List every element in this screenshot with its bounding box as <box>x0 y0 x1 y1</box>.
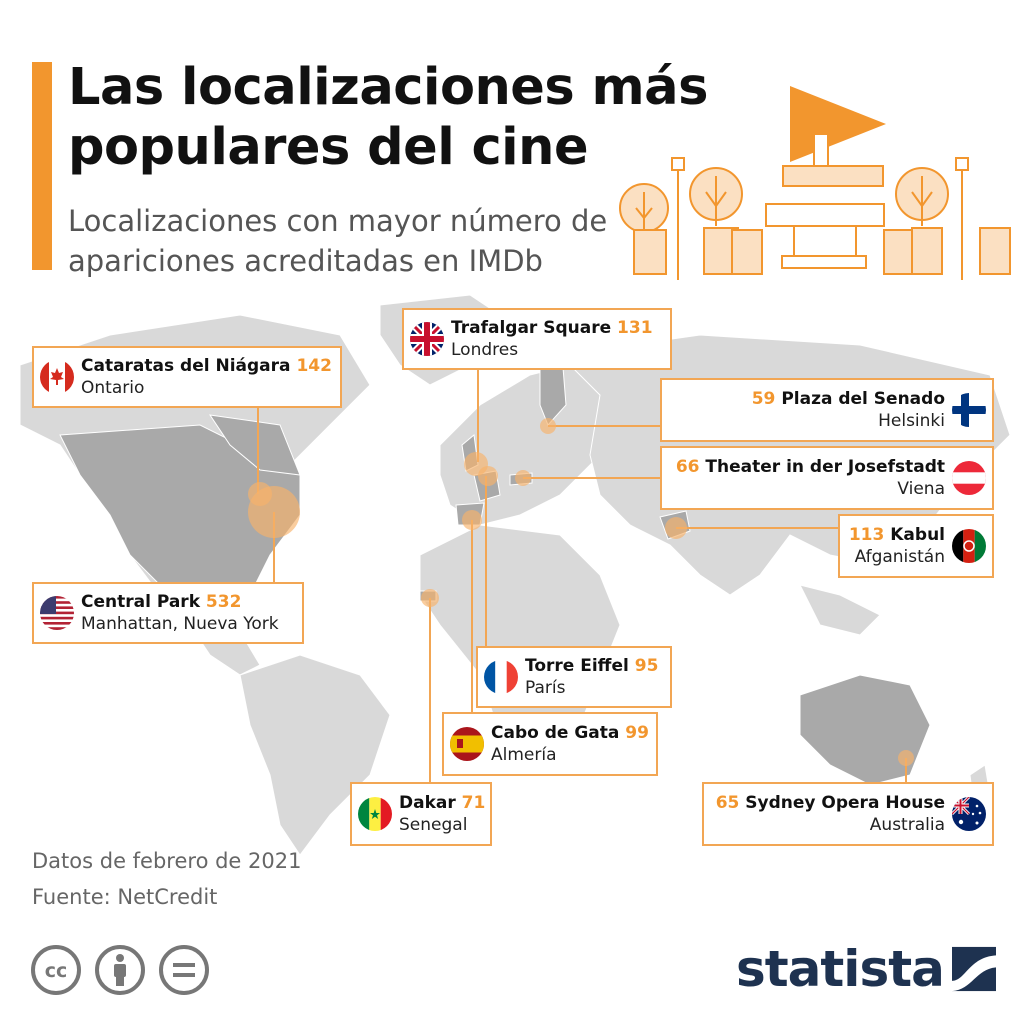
location-place: Helsinki <box>878 411 945 431</box>
austria-flag-icon <box>952 461 986 495</box>
location-place: París <box>525 678 566 698</box>
statista-mark-icon <box>951 946 996 992</box>
callout-trafalgar: Trafalgar Square 131 Londres <box>402 308 672 370</box>
plaza-illustration-icon <box>619 86 1011 280</box>
callout-kabul: 113 Kabul Afganistán <box>838 514 994 578</box>
location-value: 66 <box>675 457 700 477</box>
license-icons: cc <box>30 944 210 996</box>
location-name: Cabo de Gata <box>491 723 620 743</box>
france-flag-icon <box>484 660 518 694</box>
location-place: Viena <box>897 479 945 499</box>
australia-flag-icon <box>952 797 986 831</box>
southeast-asia-shape <box>799 584 881 636</box>
by-icon[interactable] <box>94 944 146 996</box>
location-place: Australia <box>869 815 945 835</box>
afghanistan-flag-icon <box>952 529 986 563</box>
location-place: Afganistán <box>854 547 945 567</box>
location-place: Ontario <box>81 378 145 398</box>
location-name: Central Park <box>81 592 200 612</box>
australia-highlight <box>799 674 931 786</box>
usa-flag-icon <box>40 596 74 630</box>
callout-helsinki: 59 Plaza del Senado Helsinki <box>660 378 994 442</box>
location-name: Trafalgar Square <box>451 318 612 338</box>
location-value: 65 <box>715 793 740 813</box>
location-value: 113 <box>848 525 885 545</box>
callout-niagara: Cataratas del Niágara 142 Ontario <box>32 346 342 408</box>
callout-cabo-gata: Cabo de Gata 99 Almería <box>442 712 658 776</box>
south-america-shape <box>239 654 391 855</box>
canada-flag-icon <box>40 360 74 394</box>
page-subtitle: Localizaciones con mayor número de apari… <box>68 204 608 278</box>
location-value: 131 <box>617 318 653 338</box>
callout-central-park: Central Park 532 Manhattan, Nueva York <box>32 582 304 644</box>
location-name: Kabul <box>890 525 945 545</box>
location-place: Senegal <box>399 815 468 835</box>
statista-logo[interactable]: statista <box>736 934 996 1004</box>
location-value: 95 <box>634 656 659 676</box>
austria-highlight <box>509 472 533 486</box>
location-name: Sydney Opera House <box>745 793 945 813</box>
accent-bar <box>32 62 52 270</box>
callout-vienna: 66 Theater in der Josefstadt Viena <box>660 446 994 510</box>
location-value: 142 <box>296 356 332 376</box>
callout-eiffel: Torre Eiffel 95 París <box>476 646 672 708</box>
spain-flag-icon <box>450 727 484 761</box>
senegal-flag-icon <box>358 797 392 831</box>
location-value: 99 <box>625 723 649 743</box>
callout-sydney: 65 Sydney Opera House Australia <box>702 782 994 846</box>
nd-icon[interactable] <box>158 944 210 996</box>
location-name: Plaza del Senado <box>781 389 945 409</box>
uk-flag-icon <box>410 322 444 356</box>
location-value: 59 <box>751 389 776 409</box>
spain-highlight <box>455 502 485 526</box>
callout-dakar: Dakar 71 Senegal <box>350 782 492 846</box>
svg-text:cc: cc <box>45 960 68 982</box>
location-name: Dakar <box>399 793 456 813</box>
page-title: Las localizaciones más populares del cin… <box>68 58 708 177</box>
finland-flag-icon <box>952 393 986 427</box>
canada-highlight <box>208 414 301 476</box>
location-place: Manhattan, Nueva York <box>81 614 279 634</box>
location-place: Almería <box>491 745 557 765</box>
location-name: Cataratas del Niágara <box>81 356 291 376</box>
brand-name: statista <box>736 940 945 998</box>
location-value: 532 <box>205 592 242 612</box>
senegal-highlight <box>419 590 437 602</box>
source-note: Fuente: NetCredit <box>32 885 218 909</box>
cc-icon[interactable]: cc <box>30 944 82 996</box>
location-value: 71 <box>461 793 486 813</box>
date-note: Datos de febrero de 2021 <box>32 849 302 873</box>
location-name: Torre Eiffel <box>525 656 629 676</box>
location-place: Londres <box>451 340 519 360</box>
location-name: Theater in der Josefstadt <box>705 457 945 477</box>
